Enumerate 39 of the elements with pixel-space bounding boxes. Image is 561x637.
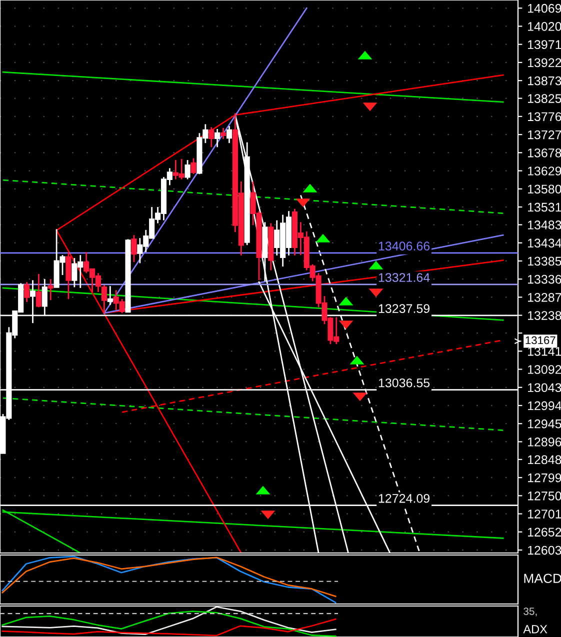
y-tick-label: 13922 <box>528 58 561 68</box>
text: 13167 <box>526 336 556 344</box>
ref-line-label: 13321.64 <box>378 273 430 282</box>
y-tick-label: 12603 <box>528 546 561 555</box>
y-tick-label: 12848 <box>528 455 561 464</box>
y-tick-label: 13971 <box>528 40 561 50</box>
ref-line-label: 13406.66 <box>378 242 430 250</box>
y-tick-label: 12896 <box>528 438 561 446</box>
y-tick-label: 14020 <box>528 22 561 31</box>
y-tick-label: 13092 <box>528 365 561 374</box>
y-tick-label: 12994 <box>528 401 561 410</box>
text: 35, <box>524 608 537 616</box>
y-tick-label: 13483 <box>528 220 561 230</box>
y-tick-label: 13580 <box>528 184 561 194</box>
ref-line-label: 13036.55 <box>378 378 430 388</box>
y-tick-label: 13776 <box>528 112 561 122</box>
y-tick-label: 13336 <box>528 274 561 284</box>
y-tick-label: 13531 <box>528 202 561 212</box>
y-tick-label: 12701 <box>528 510 561 518</box>
ref-line-label: 13237.59 <box>378 304 430 313</box>
y-tick-label: 13238 <box>528 311 561 320</box>
y-tick-label: 12652 <box>528 528 561 537</box>
y-tick-label: 12799 <box>528 473 561 482</box>
y-tick-label: 13434 <box>528 238 561 248</box>
y-tick-label: 14069 <box>528 4 561 13</box>
y-tick-label: 12750 <box>528 492 561 500</box>
y-tick-label: 13385 <box>528 256 561 266</box>
y-tick-label: 13873 <box>528 76 561 86</box>
y-tick-label: 13043 <box>528 383 561 392</box>
y-tick-label: 13287 <box>528 293 561 302</box>
ref-line-label: 12724.09 <box>378 494 430 503</box>
y-tick-label: 13141 <box>528 346 561 356</box>
y-tick-label: 13678 <box>528 148 561 158</box>
y-tick-label: 12945 <box>528 419 561 428</box>
y-tick-label: 13629 <box>528 166 561 176</box>
y-tick-label: 13825 <box>528 94 561 103</box>
y-axis-title: MACD <box>524 574 561 584</box>
y-tick-label: 13727 <box>528 130 561 140</box>
y-axis-title: ADX <box>523 625 548 634</box>
